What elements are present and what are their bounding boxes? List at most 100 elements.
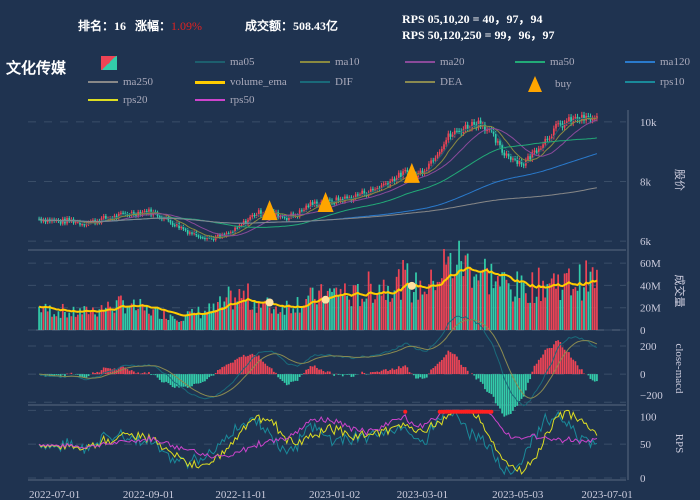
- volume-bar: [359, 306, 361, 330]
- candle-body: [79, 221, 81, 225]
- macd-bar: [305, 369, 308, 375]
- macd-bar: [87, 374, 90, 377]
- legend-item-rps20[interactable]: rps20: [88, 94, 147, 106]
- buy-marker: [317, 191, 334, 212]
- macd-bar: [255, 356, 258, 375]
- macd-bar: [477, 374, 480, 379]
- legend-item-buy[interactable]: buy: [520, 76, 572, 92]
- legend-item-DEA[interactable]: DEA: [405, 76, 463, 88]
- legend-label: rps10: [660, 76, 685, 88]
- candle-body: [59, 221, 62, 224]
- rps-high-marker: [489, 409, 494, 414]
- candle-body: [354, 194, 357, 198]
- volume-bar: [320, 284, 323, 330]
- ma250-line: [38, 187, 597, 224]
- volume-bar: [180, 321, 183, 330]
- legend-item-ma05[interactable]: ma05: [195, 56, 254, 68]
- volume-bar: [148, 313, 150, 330]
- volume-bar: [456, 264, 458, 330]
- legend-item-ma250[interactable]: ma250: [88, 76, 153, 88]
- volume-bar: [326, 290, 329, 330]
- volume-bar: [445, 264, 448, 330]
- ma05-line: [38, 117, 597, 239]
- candle-body: [182, 226, 185, 230]
- macd-bar: [81, 374, 84, 378]
- legend-item-ma10[interactable]: ma10: [300, 56, 359, 68]
- legend-item-DIF[interactable]: DIF: [300, 76, 353, 88]
- macd-bar: [524, 374, 527, 391]
- volume-bar: [535, 296, 538, 330]
- candle-body: [212, 237, 215, 240]
- legend-item-rps50[interactable]: rps50: [195, 94, 254, 106]
- macd-bar: [178, 374, 180, 388]
- volume-bar: [501, 272, 504, 330]
- macd-bar: [550, 348, 553, 375]
- legend-item-ma20[interactable]: ma20: [405, 56, 464, 68]
- candle-body: [113, 215, 116, 219]
- volume-bar: [59, 317, 62, 330]
- candle-body: [216, 234, 219, 237]
- volume-bar: [425, 294, 428, 330]
- rank-info: 排名：16 涨幅：1.09%: [78, 17, 202, 34]
- candle-body: [249, 216, 252, 220]
- volume-bar: [74, 316, 77, 330]
- legend-item-ma120[interactable]: ma120: [625, 56, 690, 68]
- macd-bar: [249, 354, 252, 375]
- candle-body: [251, 214, 254, 217]
- macd-bar: [369, 372, 372, 375]
- candle-body: [376, 188, 379, 190]
- macd-bar: [288, 374, 290, 385]
- candle-body: [83, 224, 86, 226]
- candle-body: [402, 171, 404, 178]
- macd-bar: [415, 374, 417, 379]
- volume-bar: [328, 288, 331, 330]
- candle-body: [117, 213, 120, 219]
- macd-bar: [425, 374, 428, 378]
- legend-item-ma50[interactable]: ma50: [515, 56, 574, 68]
- volume-bar: [402, 260, 404, 330]
- candle-body: [492, 129, 495, 134]
- candle-body: [520, 160, 523, 165]
- line-swatch-icon: [625, 61, 655, 63]
- candle-body: [173, 225, 176, 227]
- macd-bar: [104, 367, 107, 375]
- candle-body: [309, 202, 312, 208]
- legend-label: DIF: [335, 76, 353, 88]
- x-tick-label: 2023-03-01: [397, 489, 448, 500]
- volume-bar: [443, 248, 445, 330]
- macd-bar: [565, 351, 568, 375]
- candle-body: [311, 202, 314, 205]
- volume-bar: [126, 306, 129, 330]
- macd-bar: [466, 370, 469, 375]
- macd-bar: [44, 374, 47, 377]
- volume-bar: [384, 299, 387, 330]
- candle-body: [68, 218, 71, 221]
- legend-label: ma120: [660, 56, 690, 68]
- volume-bar: [367, 271, 370, 330]
- volume-bar: [496, 276, 499, 330]
- macd-bar: [216, 370, 219, 375]
- candle-body: [380, 185, 383, 189]
- macd-bar: [529, 374, 532, 380]
- y-axis-label: close-macd: [673, 343, 685, 394]
- macd-bar: [516, 374, 519, 406]
- line-swatch-icon: [195, 99, 225, 101]
- volume-bar: [475, 274, 478, 330]
- legend-label: buy: [555, 78, 572, 90]
- candle-body: [188, 232, 191, 234]
- volume-bar: [548, 283, 551, 330]
- volume-bar: [477, 280, 480, 330]
- x-tick-label: 2022-07-01: [29, 489, 80, 500]
- volume-bar: [378, 284, 381, 330]
- legend-item-candle[interactable]: [95, 56, 132, 70]
- volume-bar: [275, 306, 277, 330]
- volume-bar: [509, 289, 512, 330]
- candle-body: [120, 212, 122, 214]
- volume-bar: [107, 301, 109, 330]
- legend-item-rps10[interactable]: rps10: [625, 76, 684, 88]
- candle-body: [428, 163, 430, 170]
- macd-bar: [59, 374, 62, 377]
- candle-body: [548, 138, 551, 140]
- legend-item-volume_ema[interactable]: volume_ema: [195, 76, 287, 88]
- macd-bar: [378, 372, 381, 375]
